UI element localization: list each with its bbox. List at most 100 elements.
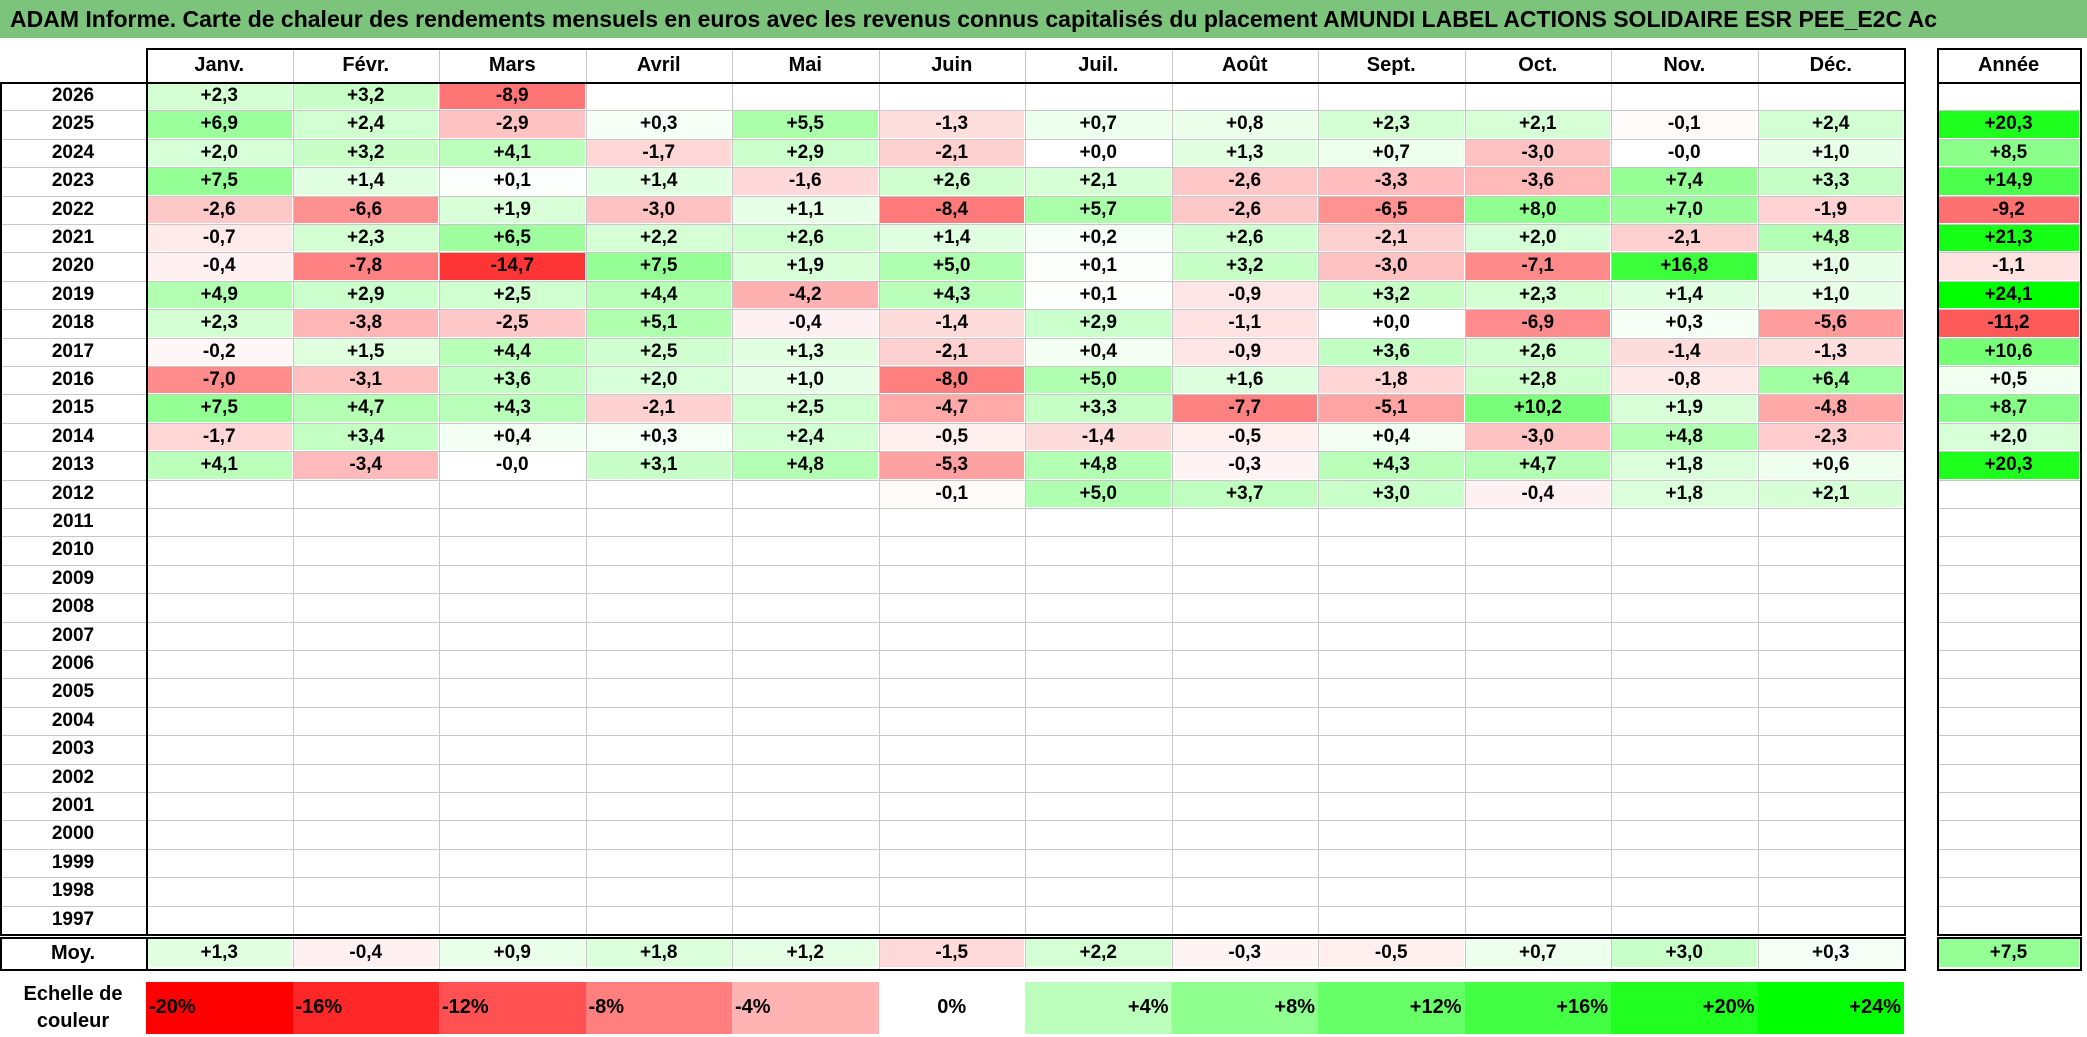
heatmap-cell bbox=[1612, 878, 1757, 905]
annual-border-right bbox=[2080, 48, 2082, 934]
year-row-gridline bbox=[0, 706, 146, 708]
heatmap-cell bbox=[440, 821, 585, 848]
heatmap-cell: +7,0 bbox=[1612, 196, 1757, 223]
heatmap-cell bbox=[733, 764, 878, 791]
heatmap-cell bbox=[1319, 793, 1464, 820]
heatmap-cell: +0,3 bbox=[586, 423, 731, 451]
heatmap-cell bbox=[440, 849, 585, 877]
heatmap-cell bbox=[1758, 594, 1903, 621]
heatmap-cell bbox=[1319, 622, 1464, 649]
heatmap-cell bbox=[1319, 83, 1464, 110]
heatmap-cell: +1,4 bbox=[293, 168, 438, 195]
heatmap-cell: +2,9 bbox=[293, 281, 438, 309]
heatmap-cell bbox=[440, 622, 585, 649]
column-gridline bbox=[1171, 48, 1173, 934]
year-label: 1999 bbox=[51, 851, 95, 873]
heatmap-cell bbox=[733, 565, 878, 593]
average-cell: -1,5 bbox=[879, 939, 1024, 967]
heatmap-cell: -3,0 bbox=[1465, 423, 1610, 451]
heatmap-cell bbox=[1026, 565, 1171, 593]
heatmap-cell bbox=[440, 793, 585, 820]
heatmap-cell: -0,1 bbox=[1612, 111, 1757, 138]
annual-cell bbox=[1938, 736, 2079, 763]
year-label: 2012 bbox=[51, 482, 95, 504]
year-row-gridline bbox=[0, 678, 146, 680]
heatmap-cell bbox=[879, 594, 1024, 621]
year-row-gridline bbox=[0, 877, 146, 879]
annual-cell bbox=[1938, 821, 2079, 848]
heatmap-cell: +0,4 bbox=[1026, 338, 1171, 365]
heatmap-cell: -1,4 bbox=[1612, 338, 1757, 365]
heatmap-cell: -4,8 bbox=[1758, 395, 1903, 422]
heatmap-cell bbox=[733, 821, 878, 848]
heatmap-cell bbox=[1172, 537, 1317, 564]
average-cell: +0,7 bbox=[1465, 939, 1610, 967]
heatmap-cell bbox=[879, 509, 1024, 536]
heatmap-cell: +4,3 bbox=[440, 395, 585, 422]
heatmap-cell bbox=[1465, 83, 1610, 110]
heatmap-cell bbox=[293, 565, 438, 593]
annual-row-gridline bbox=[1937, 337, 2080, 339]
heatmap-cell: +2,9 bbox=[1026, 310, 1171, 337]
heatmap-cell bbox=[879, 651, 1024, 678]
heatmap-cell bbox=[293, 537, 438, 564]
heatmap-cell bbox=[1758, 764, 1903, 791]
heatmap-cell bbox=[1172, 83, 1317, 110]
heatmap-cell: +4,9 bbox=[147, 281, 292, 309]
heatmap-cell: +1,5 bbox=[293, 338, 438, 365]
heatmap-cell: -3,0 bbox=[1465, 139, 1610, 167]
heatmap-cell: +4,8 bbox=[733, 452, 878, 479]
heatmap-cell bbox=[733, 480, 878, 507]
year-label: 2007 bbox=[51, 624, 95, 646]
column-gridline bbox=[878, 48, 880, 934]
color-scale-swatch: +12% bbox=[1318, 982, 1465, 1034]
heatmap-cell bbox=[586, 594, 731, 621]
heatmap-cell: -3,3 bbox=[1319, 168, 1464, 195]
heatmap-cell bbox=[440, 594, 585, 621]
annual-cell bbox=[1938, 480, 2079, 507]
year-label: 1998 bbox=[51, 880, 95, 902]
year-row-gridline bbox=[0, 224, 146, 225]
heatmap-cell: -1,6 bbox=[733, 168, 878, 195]
heatmap-cell: -1,1 bbox=[1172, 310, 1317, 337]
heatmap-cell: -0,8 bbox=[1612, 367, 1757, 394]
heatmap-cell bbox=[147, 509, 292, 536]
heatmap-cell: +4,3 bbox=[879, 281, 1024, 309]
average-cell: +1,8 bbox=[586, 939, 731, 967]
annual-row-gridline bbox=[1937, 479, 2080, 481]
heatmap-cell bbox=[1465, 509, 1610, 536]
heatmap-cell bbox=[1465, 736, 1610, 763]
heatmap-cell bbox=[1612, 537, 1757, 564]
heatmap-cell: -0,9 bbox=[1172, 338, 1317, 365]
annual-cell: +14,9 bbox=[1938, 168, 2079, 195]
heatmap-cell bbox=[1465, 565, 1610, 593]
color-scale-label: Echelle de couleur bbox=[0, 981, 146, 1035]
heatmap-cell: +0,2 bbox=[1026, 225, 1171, 252]
heatmap-cell bbox=[1172, 622, 1317, 649]
heatmap-cell bbox=[1026, 622, 1171, 649]
heatmap-cell: +2,9 bbox=[733, 139, 878, 167]
annual-row-gridline bbox=[1937, 451, 2080, 453]
heatmap-cell bbox=[1026, 707, 1171, 735]
column-header: Avril bbox=[636, 54, 681, 76]
heatmap-cell: -2,6 bbox=[147, 196, 292, 223]
heatmap-cell: +0,3 bbox=[586, 111, 731, 138]
heatmap-cell bbox=[147, 878, 292, 905]
heatmap-cell bbox=[1319, 565, 1464, 593]
heatmap-cell bbox=[147, 480, 292, 507]
heatmap-cell: -3,1 bbox=[293, 367, 438, 394]
year-row-gridline bbox=[0, 337, 146, 339]
title-bar: ADAM Informe. Carte de chaleur des rende… bbox=[0, 0, 2087, 38]
heatmap-cell bbox=[1319, 707, 1464, 735]
heatmap-cell bbox=[1612, 83, 1757, 110]
heatmap-cell bbox=[733, 594, 878, 621]
heatmap-cell: +0,6 bbox=[1758, 452, 1903, 479]
annual-cell bbox=[1938, 537, 2079, 564]
heatmap-cell: -0,3 bbox=[1172, 452, 1317, 479]
average-cell: +0,3 bbox=[1758, 939, 1903, 967]
heatmap-cell bbox=[879, 622, 1024, 649]
heatmap-cell bbox=[1758, 679, 1903, 706]
heatmap-cell bbox=[1612, 565, 1757, 593]
annual-row-gridline bbox=[1937, 763, 2080, 765]
